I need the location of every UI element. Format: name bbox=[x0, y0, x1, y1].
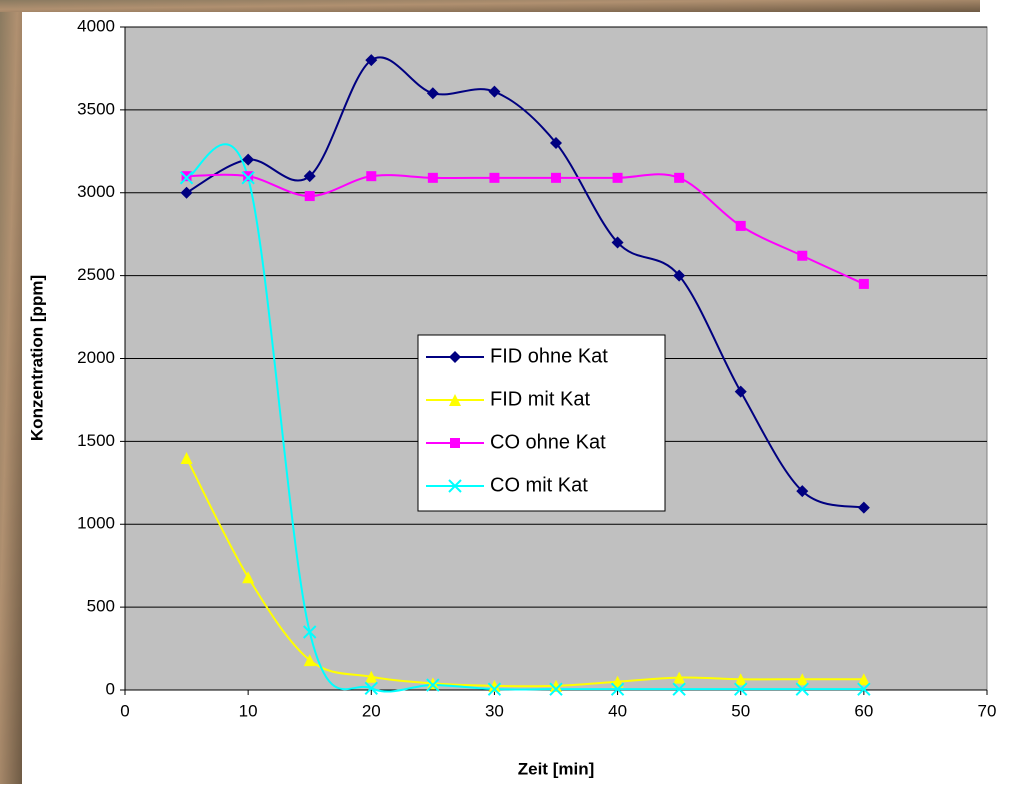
marker bbox=[489, 172, 500, 183]
marker bbox=[303, 654, 316, 667]
marker bbox=[857, 501, 870, 514]
legend-label: CO ohne Kat bbox=[490, 431, 606, 453]
marker bbox=[550, 679, 562, 692]
marker bbox=[449, 351, 461, 363]
marker bbox=[734, 673, 747, 686]
marker bbox=[427, 172, 438, 183]
marker bbox=[450, 438, 460, 448]
marker bbox=[734, 682, 748, 696]
marker bbox=[549, 682, 563, 696]
marker bbox=[611, 236, 624, 249]
marker bbox=[366, 171, 377, 182]
marker bbox=[673, 671, 686, 684]
plot-content: 0 500 1000 1500 2000 2500 3000 3500 4000 0 10 20 30 4… bbox=[77, 16, 996, 720]
marker bbox=[180, 186, 193, 199]
marker bbox=[304, 191, 315, 202]
x-tick-label: 10 bbox=[239, 701, 258, 720]
marker bbox=[611, 675, 624, 688]
y-tick-label: 4000 bbox=[77, 16, 115, 35]
marker bbox=[426, 677, 439, 690]
y-tick-label: 0 bbox=[106, 679, 115, 698]
legend-label: FID mit Kat bbox=[490, 388, 590, 410]
series-line bbox=[186, 143, 864, 693]
marker bbox=[858, 278, 869, 289]
marker bbox=[487, 682, 502, 696]
marker bbox=[796, 673, 809, 686]
marker bbox=[303, 170, 316, 183]
x-axis-label: Zeit [min] bbox=[518, 759, 595, 778]
x-tick-label: 60 bbox=[854, 701, 873, 720]
marker bbox=[364, 681, 378, 696]
marker bbox=[674, 172, 685, 183]
y-tick-label: 1000 bbox=[77, 514, 115, 533]
marker bbox=[179, 171, 194, 185]
legend-label: CO mit Kat bbox=[490, 474, 588, 496]
marker bbox=[610, 682, 625, 696]
marker bbox=[365, 670, 378, 683]
marker bbox=[243, 171, 254, 182]
x-tick-label: 30 bbox=[485, 701, 504, 720]
marker bbox=[426, 678, 440, 692]
marker bbox=[672, 682, 686, 696]
marker bbox=[488, 85, 501, 98]
marker bbox=[488, 679, 501, 692]
photo-strip bbox=[0, 0, 22, 784]
marker bbox=[857, 682, 871, 696]
y-tick-label: 2000 bbox=[77, 348, 115, 367]
marker bbox=[181, 171, 192, 182]
y-axis-label: Konzentration [ppm] bbox=[27, 275, 46, 441]
marker bbox=[797, 250, 808, 261]
marker bbox=[551, 172, 561, 183]
marker bbox=[857, 673, 870, 686]
marker bbox=[795, 682, 809, 696]
legend-label: FID ohne Kat bbox=[490, 345, 608, 367]
x-tick-label: 0 bbox=[120, 701, 129, 720]
marker bbox=[180, 451, 193, 464]
marker bbox=[735, 220, 746, 231]
marker bbox=[673, 269, 686, 282]
y-tick-label: 500 bbox=[87, 597, 115, 616]
marker bbox=[242, 153, 255, 166]
marker bbox=[448, 479, 462, 493]
y-tick-label: 2500 bbox=[77, 265, 115, 284]
legend: FID ohne Kat FID mit Kat CO ohne Kat CO mit… bbox=[417, 334, 666, 512]
marker bbox=[449, 394, 461, 406]
x-tick-label: 70 bbox=[978, 701, 997, 720]
y-tick-label: 1500 bbox=[77, 431, 115, 450]
y-tick-label: 3000 bbox=[77, 182, 115, 201]
marker bbox=[426, 87, 439, 100]
x-tick-label: 40 bbox=[608, 701, 627, 720]
marker bbox=[242, 571, 255, 584]
marker bbox=[734, 385, 747, 398]
y-tick-label: 3500 bbox=[77, 99, 115, 118]
marker bbox=[550, 137, 562, 150]
marker bbox=[303, 625, 317, 639]
marker bbox=[241, 171, 255, 185]
marker bbox=[365, 54, 378, 67]
x-tick-label: 20 bbox=[362, 701, 381, 720]
photo-strip-top bbox=[0, 0, 980, 12]
marker bbox=[796, 485, 809, 498]
marker bbox=[612, 172, 623, 183]
x-tick-label: 50 bbox=[731, 701, 750, 720]
